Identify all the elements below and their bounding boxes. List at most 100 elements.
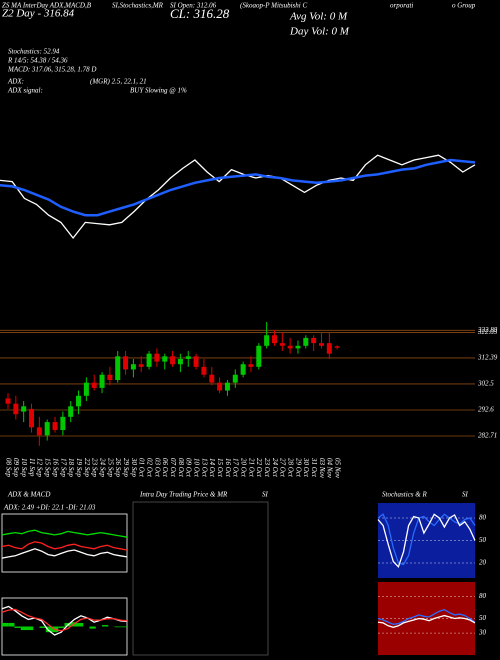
day-price: Z2 Day - 316.84 [2, 8, 75, 20]
panel-title: SI [262, 491, 269, 499]
x-tick-label: 09 Oct [185, 458, 193, 478]
x-tick-label: 08 Sep [4, 458, 12, 477]
x-tick-label: 21 Oct [247, 458, 255, 478]
x-tick-label: 27 Oct [279, 458, 287, 478]
candle-body [83, 382, 89, 396]
panel-title: Stochastics & R [382, 491, 427, 499]
y-tick-label: 302.5 [477, 380, 494, 388]
y-tick-label: 80 [479, 514, 487, 522]
x-tick-label: 15 Oct [216, 458, 224, 478]
x-tick-label: 11 Sep [28, 458, 36, 477]
x-tick-label: 26 Sep [114, 458, 122, 477]
stochastics-text: Stochastics: 52.94 [8, 48, 60, 56]
x-tick-label: 13 Oct [200, 458, 208, 478]
y-tick-label: 312.39 [477, 354, 498, 362]
candle-body [232, 374, 238, 383]
x-tick-label: 31 Oct [310, 457, 318, 478]
x-tick-label: 03 Nov [318, 458, 326, 479]
panel-subtitle: ADX: 2.49 +DI: 22.1 -DI: 21.03 [3, 504, 96, 512]
avg-volume: Avg Vol: 0 M [289, 11, 348, 23]
histogram-bar [45, 626, 52, 633]
x-tick-label: 02 Oct [145, 458, 153, 478]
candle-body [154, 353, 160, 362]
series-line [377, 608, 476, 625]
series-line [377, 614, 476, 628]
candle-body [209, 374, 215, 383]
candle-body [52, 422, 58, 430]
x-tick-label: 03 Oct [153, 458, 161, 478]
y-tick-label: 322.88 [477, 326, 498, 334]
candle-body [162, 356, 168, 362]
header-text: ZS MA InterDay ADX,MACD,B [2, 2, 92, 10]
candle-body [107, 374, 113, 380]
x-tick-label: 29 Sep [122, 458, 130, 477]
candle-body [36, 427, 42, 436]
histogram-bar [89, 626, 96, 629]
candle-body [21, 406, 27, 412]
candle-body [279, 343, 285, 346]
histogram-bar [27, 626, 34, 631]
histogram-bar [39, 626, 46, 628]
series-line [1, 541, 128, 551]
y-tick-label: 50 [479, 614, 487, 622]
candle-body [287, 345, 293, 349]
panel-border [132, 501, 269, 656]
candle-body [5, 398, 11, 404]
y-tick-label: 20 [479, 559, 487, 567]
series-line [1, 548, 128, 559]
candle-body [193, 356, 199, 367]
candle-body [326, 343, 332, 354]
y-tick-label: 80 [479, 592, 487, 600]
header-text: o Group [452, 2, 476, 10]
x-tick-label: 24 Sep [98, 458, 106, 477]
x-tick-label: 09 Sep [12, 458, 20, 477]
candle-body [185, 356, 191, 359]
x-tick-label: 25 Sep [106, 458, 114, 477]
candle-body [311, 337, 317, 344]
series-line [0, 154, 476, 240]
x-tick-label: 07 Oct [169, 458, 177, 478]
x-tick-label: 14 Oct [208, 458, 216, 478]
x-tick-label: 30 Oct [302, 457, 310, 478]
series-line [377, 513, 476, 569]
candle-body [217, 382, 223, 391]
candle-body [240, 364, 246, 375]
candle-body [170, 356, 176, 365]
candle-body [99, 374, 105, 388]
histogram-bar [8, 622, 15, 627]
x-tick-label: 23 Oct [263, 458, 271, 478]
candle-body [334, 346, 340, 348]
x-tick-label: 06 Oct [161, 458, 169, 478]
candle-body [60, 416, 66, 430]
candle-body [256, 345, 262, 367]
x-tick-label: 05 Nov [334, 458, 342, 479]
histogram-bar [2, 622, 9, 627]
series-line [1, 529, 128, 538]
x-tick-label: 19 Sep [75, 458, 83, 477]
x-tick-label: 15 Sep [44, 458, 52, 477]
candle-body [29, 408, 35, 428]
header-text: SI Open: 312.06 [170, 2, 217, 10]
candle-body [130, 364, 136, 370]
histogram-bar [77, 622, 84, 627]
histogram-bar [20, 626, 27, 631]
panel-title: Intra Day Trading Price & MR [139, 491, 228, 499]
candle-body [13, 403, 19, 415]
x-tick-label: 01 Oct [138, 458, 146, 478]
x-tick-label: 30 Sep [130, 457, 138, 477]
x-tick-label: 17 Oct [232, 458, 240, 478]
panel-title: SI [462, 491, 469, 499]
x-tick-label: 10 Oct [192, 458, 200, 478]
candle-body [177, 358, 183, 365]
x-tick-label: 22 Sep [83, 458, 91, 477]
x-tick-label: 10 Sep [20, 458, 28, 477]
candle-body [318, 343, 324, 346]
header-text: orporati [390, 2, 413, 10]
x-tick-label: 23 Sep [91, 458, 99, 477]
candle-body [271, 335, 277, 344]
histogram-bar [120, 626, 127, 628]
panel-title: ADX & MACD [7, 491, 50, 499]
candle-body [44, 422, 50, 436]
adx-signal-label: ADX signal: [7, 87, 43, 95]
